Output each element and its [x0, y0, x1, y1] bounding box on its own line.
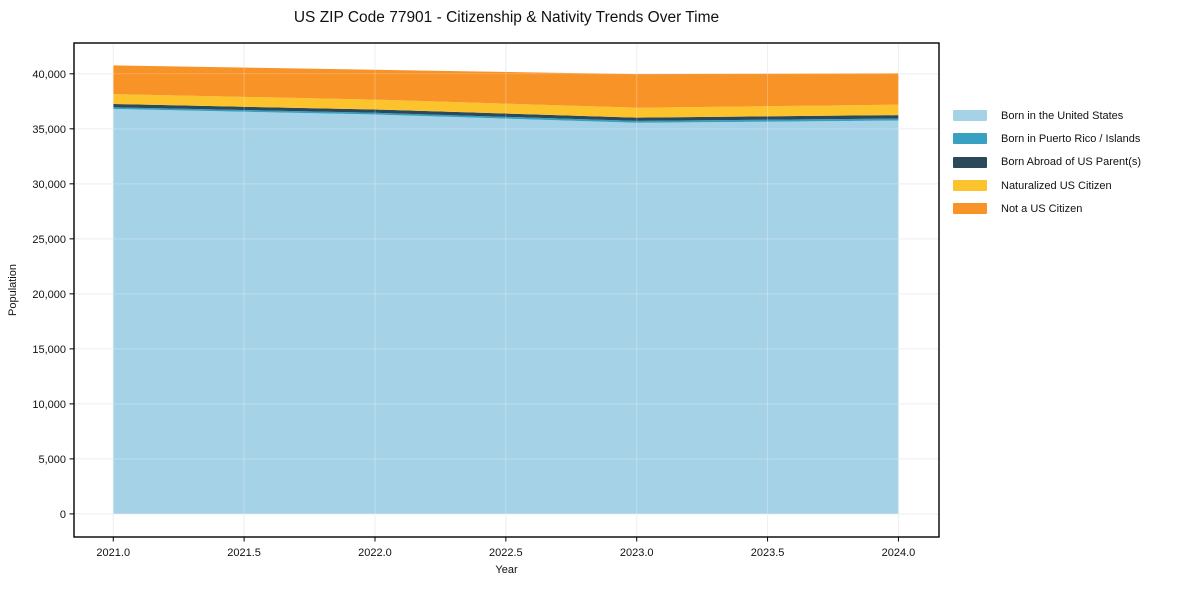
x-tick-label: 2021.5: [227, 547, 261, 559]
legend-swatch: [953, 203, 987, 215]
x-tick-label: 2023.0: [620, 547, 654, 559]
legend-item-3: Naturalized US Citizen: [953, 174, 1141, 197]
area-series-1: [113, 107, 899, 123]
y-tick-label: 20,000: [32, 289, 66, 301]
legend-label: Born in Puerto Rico / Islands: [1001, 132, 1141, 145]
y-tick-label: 40,000: [32, 69, 66, 81]
legend-swatch: [953, 180, 987, 192]
legend-label: Not a US Citizen: [1001, 202, 1083, 215]
x-tick-label: 2022.5: [489, 547, 523, 559]
legend: Born in the United States Born in Puerto …: [953, 104, 1141, 220]
x-tick-label: 2024.0: [882, 547, 916, 559]
legend-item-0: Born in the United States: [953, 104, 1141, 127]
y-tick-label: 25,000: [32, 234, 66, 246]
area-series-3: [113, 94, 899, 118]
area-series-4: [113, 65, 899, 108]
legend-item-2: Born Abroad of US Parent(s): [953, 151, 1141, 174]
legend-label: Born Abroad of US Parent(s): [1001, 156, 1142, 169]
area-series-0: [113, 109, 899, 514]
y-tick-label: 10,000: [32, 399, 66, 411]
y-tick-label: 30,000: [32, 179, 66, 191]
legend-swatch: [953, 133, 987, 145]
y-tick-label: 5,000: [38, 454, 66, 466]
x-tick-label: 2023.5: [751, 547, 785, 559]
y-tick-label: 15,000: [32, 344, 66, 356]
x-tick-label: 2022.0: [358, 547, 392, 559]
area-series-2: [113, 104, 899, 121]
plot-frame: [73, 42, 940, 538]
x-axis-label: Year: [495, 564, 518, 576]
legend-label: Naturalized US Citizen: [1001, 179, 1112, 192]
legend-swatch: [953, 110, 987, 122]
y-tick-label: 35,000: [32, 124, 66, 136]
chart-title: US ZIP Code 77901 - Citizenship & Nativi…: [293, 9, 720, 26]
legend-label: Born in the United States: [1001, 109, 1124, 122]
y-axis-label: Population: [7, 264, 19, 316]
legend-swatch: [953, 156, 987, 168]
legend-item-4: Not a US Citizen: [953, 197, 1141, 220]
y-tick-label: 0: [60, 509, 66, 521]
legend-item-1: Born in Puerto Rico / Islands: [953, 127, 1141, 150]
x-tick-label: 2021.0: [96, 547, 130, 559]
